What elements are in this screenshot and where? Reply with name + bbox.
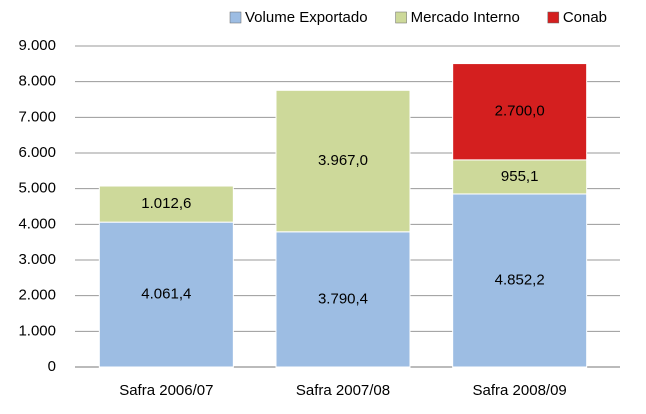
y-tick-label: 2.000: [18, 287, 56, 304]
data-label: 4.061,4: [141, 286, 191, 303]
x-tick-label: Safra 2007/08: [296, 382, 390, 399]
data-label: 2.700,0: [495, 103, 545, 120]
y-tick-label: 3.000: [18, 251, 56, 268]
bar-segment: [452, 159, 588, 195]
bar-segment: [275, 89, 411, 233]
y-tick-label: 5.000: [18, 180, 56, 197]
legend-marker: [547, 11, 560, 24]
y-tick-label: 9.000: [18, 37, 56, 54]
x-tick-label: Safra 2006/07: [119, 382, 213, 399]
legend-marker: [229, 11, 242, 24]
bar-segment: [452, 63, 588, 161]
legend-marker: [395, 11, 407, 24]
y-tick-label: 6.000: [18, 144, 56, 161]
data-label: 955,1: [501, 168, 539, 185]
y-tick-label: 4.000: [18, 215, 56, 232]
data-label: 3.790,4: [318, 290, 368, 307]
y-tick-label: 0: [48, 358, 56, 375]
y-tick-label: 8.000: [18, 73, 56, 90]
y-tick-label: 7.000: [18, 108, 56, 125]
x-tick-label: Safra 2008/09: [473, 382, 567, 399]
bar-segment: [452, 193, 588, 368]
data-label: 3.967,0: [318, 152, 368, 169]
data-label: 4.852,2: [495, 271, 545, 288]
data-label: 1.012,6: [141, 195, 191, 212]
legend-label: Volume Exportado: [245, 9, 368, 26]
y-tick-label: 1.000: [18, 322, 56, 339]
legend-label: Conab: [563, 9, 607, 26]
legend-label: Mercado Interno: [411, 9, 520, 26]
bar-segment: [275, 231, 411, 368]
bar-segment: [98, 185, 234, 223]
